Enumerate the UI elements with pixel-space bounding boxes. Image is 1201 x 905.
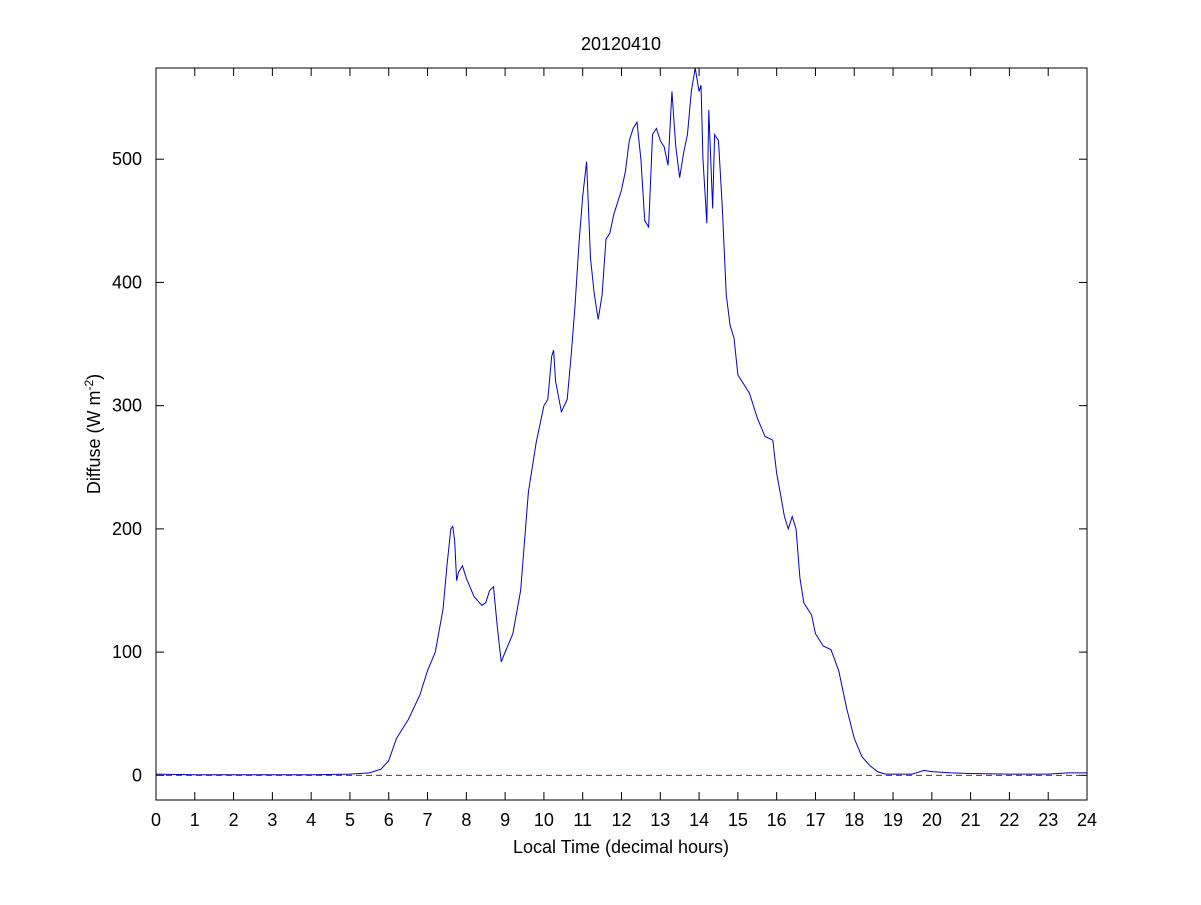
x-tick-label: 14: [689, 810, 709, 830]
x-axis-label: Local Time (decimal hours): [513, 837, 729, 857]
x-tick-label: 23: [1038, 810, 1058, 830]
x-tick-label: 2: [229, 810, 239, 830]
x-tick-label: 7: [423, 810, 433, 830]
y-tick-label: 500: [112, 149, 142, 169]
y-label-tail: ): [84, 374, 104, 380]
x-tick-label: 21: [961, 810, 981, 830]
x-tick-label: 11: [573, 810, 592, 830]
y-axis-label: Diffuse (W m-2): [82, 374, 104, 494]
x-tick-label: 17: [805, 810, 825, 830]
x-tick-label: 9: [500, 810, 510, 830]
x-tick-label: 19: [883, 810, 903, 830]
x-tick-label: 22: [999, 810, 1019, 830]
y-tick-label: 0: [132, 765, 142, 785]
y-tick-label: 300: [112, 396, 142, 416]
x-tick-label: 12: [611, 810, 631, 830]
x-tick-label: 4: [306, 810, 316, 830]
y-label-sup: -2: [82, 379, 96, 390]
x-tick-label: 3: [267, 810, 277, 830]
x-tick-label: 6: [384, 810, 394, 830]
x-tick-label: 15: [728, 810, 748, 830]
chart-title: 20120410: [581, 34, 661, 54]
x-tick-label: 18: [844, 810, 864, 830]
x-tick-label: 1: [190, 810, 200, 830]
y-tick-label: 200: [112, 519, 142, 539]
x-tick-label: 5: [345, 810, 355, 830]
y-label-text: Diffuse (W m: [84, 390, 104, 494]
plot-frame: [155, 67, 1088, 801]
x-tick-label: 20: [922, 810, 942, 830]
y-tick-label: 100: [112, 642, 142, 662]
x-tick-label: 8: [461, 810, 471, 830]
y-tick-label: 400: [112, 272, 142, 292]
x-tick-label: 0: [151, 810, 161, 830]
x-tick-label: 10: [534, 810, 554, 830]
data-line: [155, 67, 1087, 776]
x-tick-label: 16: [767, 810, 787, 830]
x-tick-label: 13: [650, 810, 670, 830]
x-tick-label: 24: [1077, 810, 1097, 830]
